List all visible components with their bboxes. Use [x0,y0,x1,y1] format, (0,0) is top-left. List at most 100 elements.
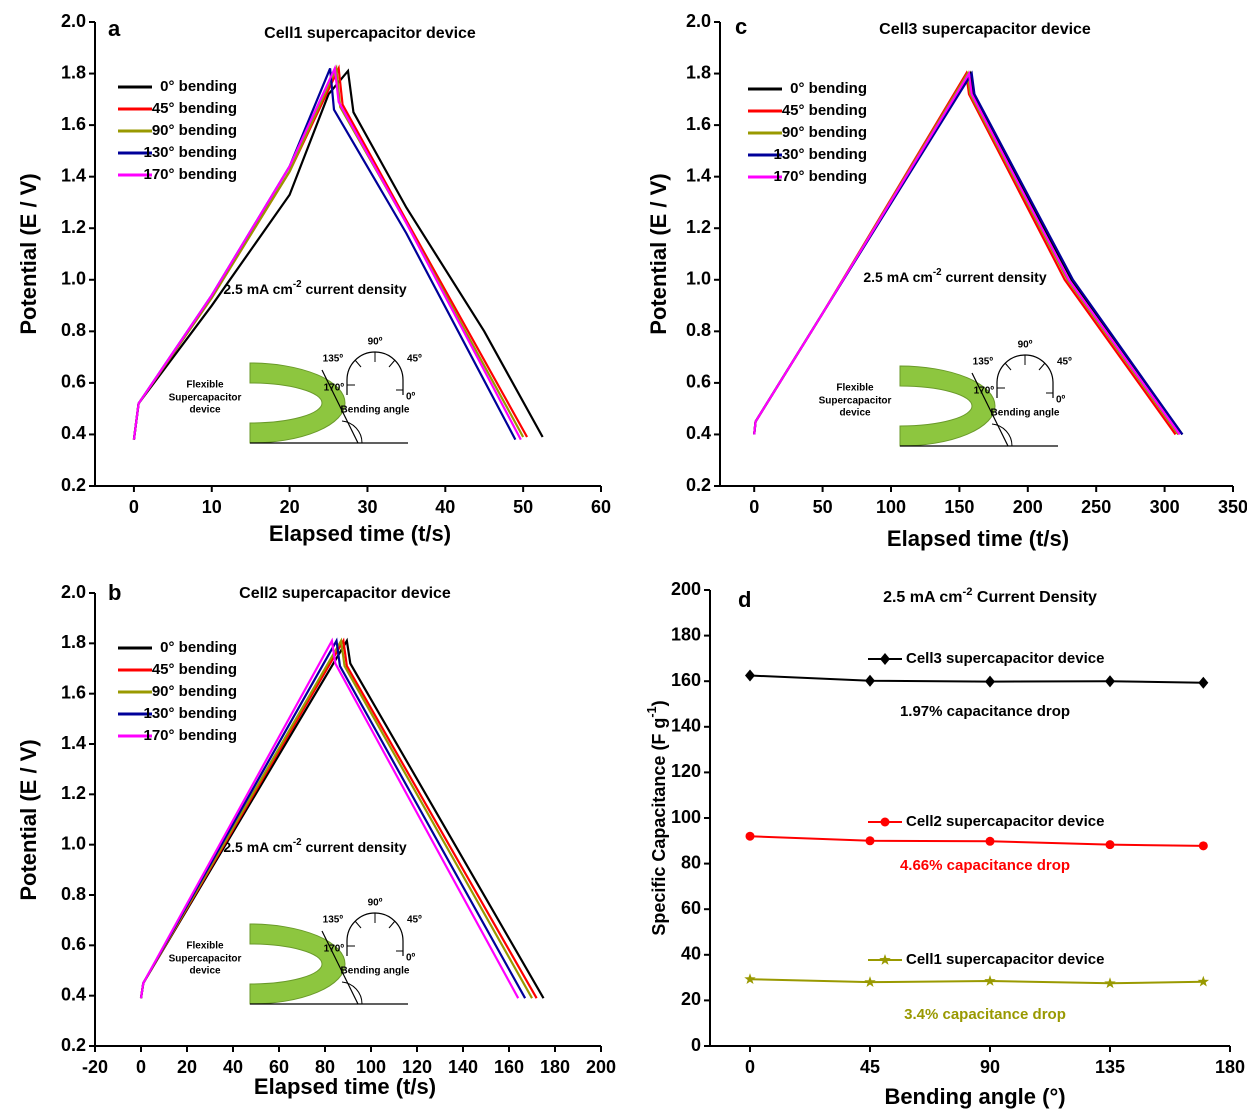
device-label: device [189,405,221,416]
y-tick-label: 140 [671,716,701,736]
y-tick-label: 100 [671,807,701,827]
data-line [139,637,520,999]
annotation-part: 2.5 mA cm [223,281,293,297]
y-tick-label: 0.4 [61,423,86,443]
legend-label: 0° bending [160,639,237,656]
legend-label: 90° bending [782,124,867,141]
device-label: Supercapacitor [169,954,242,965]
panel-label: d [738,587,751,612]
legend-label: Cell2 supercapacitor device [906,813,1104,830]
marker [864,976,876,988]
angle-label: 0º [406,953,416,964]
y-axis-title: Potential (E / V) [646,173,671,334]
annotation: 2.5 mA cm-2 current density [223,837,406,855]
angle-label: 170º [324,944,345,955]
device-label: device [839,408,871,419]
y-tick-label: 2.0 [61,582,86,602]
x-tick-label: 120 [402,1057,432,1077]
x-tick-label: 180 [1215,1057,1245,1077]
gauge-caption: Bending angle [991,408,1060,419]
angle-label: 170º [324,383,345,394]
device-label: device [189,966,221,977]
angle-label: 90º [368,898,383,909]
device-label: Supercapacitor [819,396,892,407]
x-tick-label: 40 [223,1057,243,1077]
device-shape [899,365,996,447]
gauge-tick [354,359,362,368]
y-tick-label: 160 [671,670,701,690]
y-tick-label: 0.2 [686,475,711,495]
x-tick-label: 150 [944,497,974,517]
legend-label: 170° bending [143,727,237,744]
panel-label: a [108,16,121,41]
y-tick-label: 1.8 [61,62,86,82]
x-tick-label: 20 [177,1057,197,1077]
angle-label: 45º [1057,357,1072,368]
y-tick-label: 2.0 [686,11,711,31]
y-tick-label: 1.2 [61,217,86,237]
legend-label: 90° bending [152,122,237,139]
legend-label: 45° bending [152,100,237,117]
gauge-caption: Bending angle [341,405,410,416]
y-tick-label: 0.6 [61,372,86,392]
inset: 90º 135º 45º 170º 0º Flexible Supercapacitorde… [169,337,422,444]
legend-label: 0° bending [160,78,237,95]
marker [1197,975,1210,987]
legend-label: 45° bending [782,102,867,119]
y-axis-title: Specific Capacitance (F g-1) [645,700,668,935]
marker [1104,977,1116,989]
y-tick-label: 1.2 [686,217,711,237]
y-tick-label: 0.8 [61,320,86,340]
angle-label: 45º [407,915,422,926]
data-line [749,835,1204,847]
panel-title: Cell1 supercapacitor device [264,25,476,42]
x-tick-label: 200 [586,1057,616,1077]
x-tick-label: -20 [82,1057,108,1077]
panel-label: c [735,14,747,39]
y-axis-title-sup: -1 [645,706,659,717]
annotation-sup: -2 [933,267,942,278]
y-tick-label: 1.0 [686,269,711,289]
x-tick-label: 10 [202,497,222,517]
y-tick-label: 120 [671,761,701,781]
data-line [753,70,1181,436]
y-tick-label: 1.0 [61,269,86,289]
angle-label: 135º [323,354,344,365]
x-axis-title: Elapsed time (t/s) [269,521,451,546]
y-tick-label: 180 [671,624,701,644]
x-tick-label: 350 [1218,497,1247,517]
y-tick-label: 0.6 [686,372,711,392]
data-line [749,978,1204,985]
x-tick-label: 20 [280,497,300,517]
device-label: Flexible [186,380,224,391]
legend-label: 130° bending [143,144,237,161]
legend-label: 90° bending [152,683,237,700]
x-axis-title: Bending angle (°) [884,1084,1065,1109]
y-tick-label: 0.2 [61,475,86,495]
gauge-tick [388,920,396,929]
panel-title: Cell3 supercapacitor device [879,21,1091,38]
legend-label: 170° bending [773,168,867,185]
panel-title: Cell2 supercapacitor device [239,585,451,602]
y-tick-label: 0.2 [61,1035,86,1055]
inset-angle-arc [341,420,363,444]
x-tick-label: 60 [269,1057,289,1077]
x-axis-title: Elapsed time (t/s) [254,1074,436,1099]
angle-label: 0º [406,392,416,403]
annotation-part: current density [302,281,407,297]
inset-tangent [321,369,359,444]
legend-marker [880,653,890,665]
x-axis-title: Elapsed time (t/s) [887,526,1069,551]
inset: 90º 135º 45º 170º 0º Flexible Supercapacitorde… [819,340,1072,447]
x-tick-label: 180 [540,1057,570,1077]
x-tick-label: 0 [749,497,759,517]
marker [1105,840,1115,850]
x-tick-label: 50 [513,497,533,517]
legend-label: Cell3 supercapacitor device [906,650,1104,667]
x-tick-label: 100 [356,1057,386,1077]
panel-title-part: 2.5 mA cm [883,589,962,606]
annotation-part: current density [942,269,1047,285]
marker [1198,676,1209,689]
y-tick-label: 1.4 [686,165,711,185]
marker [865,836,875,846]
